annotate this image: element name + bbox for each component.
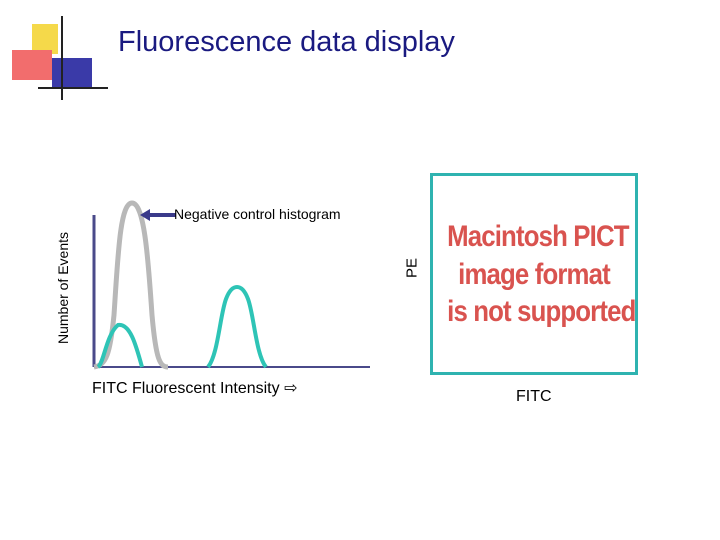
yellow-square: [32, 24, 58, 54]
histogram-y-label: Number of Events: [55, 231, 71, 345]
dotplot-x-label: FITC: [516, 388, 552, 405]
pict-placeholder-frame: Macintosh PICT image format is not suppo…: [430, 173, 638, 375]
arrow-head-icon: [140, 209, 150, 221]
histogram-figure: [92, 200, 370, 370]
title-decoration: [12, 16, 108, 100]
negative-control-label: Negative control histogram: [174, 206, 341, 222]
red-square: [12, 50, 52, 80]
slide-title: Fluorescence data display: [118, 26, 455, 58]
pict-line-1: Macintosh PICT: [447, 220, 629, 253]
pict-placeholder-text: Macintosh PICT image format is not suppo…: [433, 218, 636, 331]
positive-large-peak: [206, 285, 268, 369]
pict-line-3: is not supported: [447, 295, 636, 328]
dotplot-y-label: PE: [403, 257, 421, 279]
pict-line-2: image format: [458, 257, 611, 291]
positive-small-peak: [96, 323, 144, 369]
negative-control-curve: [93, 200, 169, 370]
histogram-x-label: FITC Fluorescent Intensity ⇨: [92, 380, 298, 397]
blue-square: [52, 58, 92, 88]
